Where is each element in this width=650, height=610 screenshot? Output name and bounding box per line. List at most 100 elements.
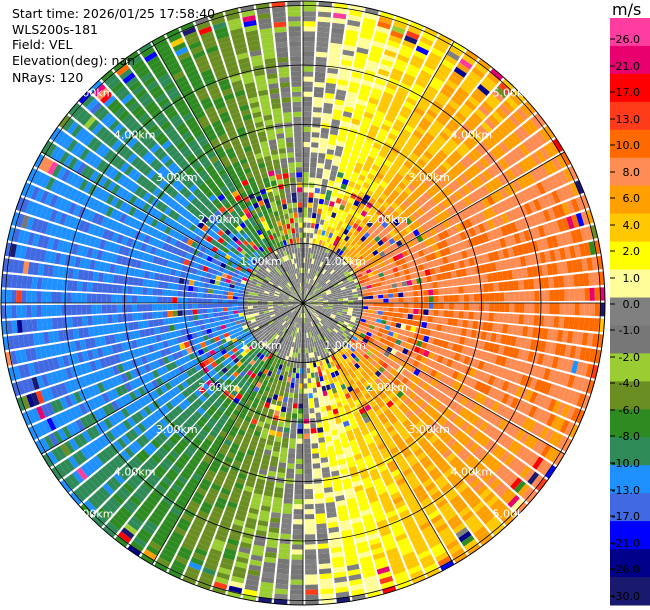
range-gate	[398, 270, 405, 277]
range-gate	[411, 278, 418, 285]
range-gate	[542, 223, 551, 236]
range-gate	[532, 198, 542, 211]
range-gate	[327, 308, 333, 311]
range-gate	[467, 193, 477, 204]
range-gate	[519, 401, 529, 414]
range-gate	[329, 238, 335, 245]
range-gate	[290, 574, 303, 580]
range-gate	[351, 149, 360, 157]
range-gate	[576, 331, 584, 345]
range-gate	[368, 252, 375, 259]
range-gate	[444, 333, 451, 341]
range-gate	[599, 287, 605, 301]
range-gate	[549, 249, 557, 262]
range-gate	[325, 82, 336, 89]
range-gate	[324, 379, 330, 386]
range-gate	[320, 588, 334, 595]
range-gate	[529, 290, 535, 302]
range-gate	[316, 361, 320, 367]
range-gate	[314, 488, 323, 494]
range-gate	[479, 157, 490, 169]
range-gate	[310, 292, 315, 297]
range-gate	[584, 347, 592, 362]
range-gate	[341, 115, 352, 123]
range-gate	[427, 282, 434, 289]
range-gate	[377, 239, 384, 247]
range-gate	[516, 177, 527, 190]
range-gate	[486, 273, 494, 283]
range-gate	[484, 117, 497, 130]
range-gate	[533, 393, 543, 406]
range-gate	[338, 282, 345, 287]
range-gate	[390, 321, 397, 328]
range-gate	[580, 362, 589, 377]
range-gate	[335, 197, 342, 205]
range-gate	[442, 83, 456, 95]
range-gate	[455, 327, 463, 336]
range-gate	[353, 305, 359, 309]
range-gate	[378, 16, 393, 25]
range-gate	[287, 402, 293, 409]
range-gate	[332, 17, 346, 25]
range-gate	[438, 295, 444, 302]
range-gate	[473, 392, 483, 403]
range-gate	[420, 181, 430, 191]
range-gate	[330, 170, 338, 177]
range-gate	[543, 382, 552, 395]
range-gate	[470, 266, 477, 275]
range-gate	[509, 93, 523, 106]
range-gate	[370, 279, 376, 285]
range-gate	[405, 274, 412, 281]
range-gate	[433, 234, 441, 243]
range-gate	[276, 400, 283, 407]
range-gate	[362, 143, 372, 151]
range-gate	[453, 190, 463, 201]
range-gate	[305, 343, 308, 349]
range-gate	[289, 387, 295, 394]
range-gate	[455, 223, 464, 233]
range-gate	[563, 316, 570, 329]
range-gate	[303, 383, 308, 389]
range-gate	[518, 231, 527, 243]
range-gate	[297, 428, 303, 434]
range-gate	[481, 273, 489, 283]
range-gate	[303, 91, 313, 97]
range-gate	[567, 165, 578, 181]
range-gate	[470, 329, 477, 339]
range-gate	[303, 373, 307, 379]
range-gate	[303, 222, 307, 228]
range-gate	[434, 266, 441, 274]
range-gate	[313, 91, 324, 98]
range-gate	[348, 220, 355, 227]
range-gate	[593, 271, 600, 286]
range-gate	[561, 330, 569, 343]
range-gate	[296, 453, 303, 460]
range-gate	[527, 186, 537, 199]
range-gate	[424, 164, 434, 174]
range-gate	[339, 319, 345, 324]
range-gate	[384, 217, 393, 225]
range-gate	[522, 140, 534, 154]
range-gate	[502, 138, 514, 151]
range-gate	[561, 404, 571, 418]
range-gate	[362, 17, 377, 26]
range-gate	[393, 293, 399, 298]
range-gate	[438, 164, 448, 174]
range-gate	[362, 245, 370, 252]
range-gate	[509, 258, 517, 269]
range-gate	[453, 243, 461, 253]
range-gate	[281, 380, 287, 387]
range-gate	[316, 523, 327, 530]
range-gate	[342, 110, 353, 118]
range-gate	[305, 589, 319, 595]
range-gate	[510, 131, 522, 145]
range-gate	[423, 27, 438, 38]
range-gate	[402, 286, 409, 292]
range-gate	[589, 303, 595, 316]
range-gate	[343, 106, 354, 113]
range-gate	[368, 209, 376, 217]
range-gate	[325, 253, 331, 260]
range-gate	[327, 282, 333, 287]
range-gate	[485, 263, 492, 273]
range-gate	[311, 280, 315, 285]
